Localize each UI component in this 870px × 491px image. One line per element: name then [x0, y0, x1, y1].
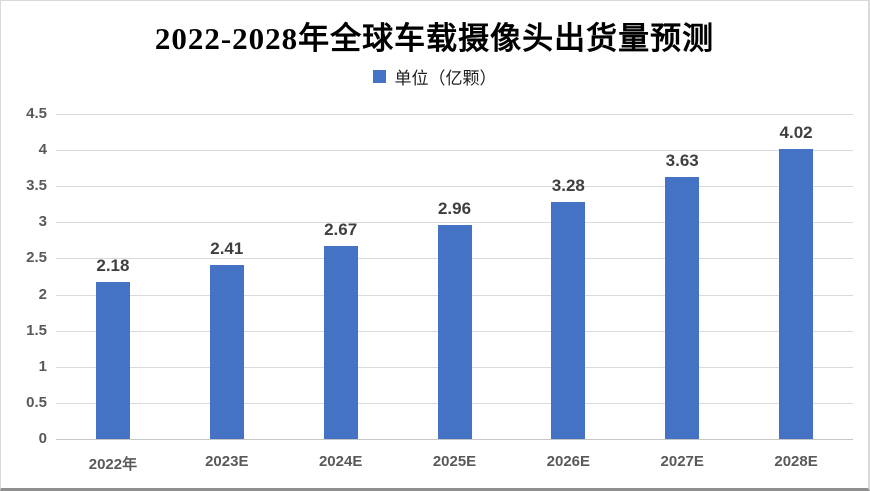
bar-value-label: 4.02: [779, 122, 813, 142]
bar-2022年: [95, 281, 130, 439]
bar-value-label: 2.41: [210, 238, 244, 258]
x-axis-line: [56, 439, 853, 440]
gridline: [56, 114, 853, 115]
bar-2026E: [551, 202, 586, 439]
y-axis-tick-label: 4.5: [26, 105, 47, 122]
y-axis-tick-label: 0.5: [26, 393, 47, 411]
y-axis-tick-label: 1.5: [26, 321, 47, 339]
y-axis-tick-label: 3.5: [26, 177, 47, 195]
legend-label: 单位（亿颗）: [394, 69, 497, 88]
bar-2027E: [665, 176, 700, 439]
legend-swatch-icon: [372, 70, 386, 83]
y-axis-tick-label: 2.5: [26, 249, 47, 267]
gridline: [56, 222, 853, 224]
gridline: [56, 150, 853, 152]
bar-value-label: 3.63: [665, 150, 699, 170]
x-axis-tick-label: 2027E: [660, 453, 704, 470]
bar-value-label: 2.18: [96, 255, 130, 275]
x-axis-tick-label: 2025E: [432, 453, 477, 470]
bar-value-label: 2.96: [437, 199, 472, 219]
chart-title: 2022-2028年全球车载摄像头出货量预测: [154, 21, 715, 56]
y-axis-tick-label: 1: [38, 357, 47, 375]
gridline: [56, 186, 853, 188]
legend: 单位（亿颗）: [1, 64, 868, 89]
y-axis-tick-label: 2: [38, 285, 47, 303]
bar-2025E: [437, 225, 472, 439]
bar-value-label: 2.67: [324, 220, 358, 240]
bar-2023E: [209, 264, 244, 439]
y-axis-tick-label: 3: [38, 213, 47, 231]
x-axis-tick-label: 2023E: [205, 453, 249, 470]
x-axis-tick-label: 2026E: [546, 453, 591, 470]
bar-value-label: 3.28: [551, 176, 585, 196]
bar-2028E: [779, 148, 814, 439]
y-axis-tick-label: 4: [38, 141, 47, 159]
y-axis-tick-label: 0: [38, 430, 47, 447]
x-axis-tick-label: 2022年: [88, 456, 138, 473]
x-axis-tick-label: 2028E: [774, 453, 818, 470]
bar-2024E: [323, 246, 358, 439]
x-axis-tick-label: 2024E: [318, 453, 363, 470]
